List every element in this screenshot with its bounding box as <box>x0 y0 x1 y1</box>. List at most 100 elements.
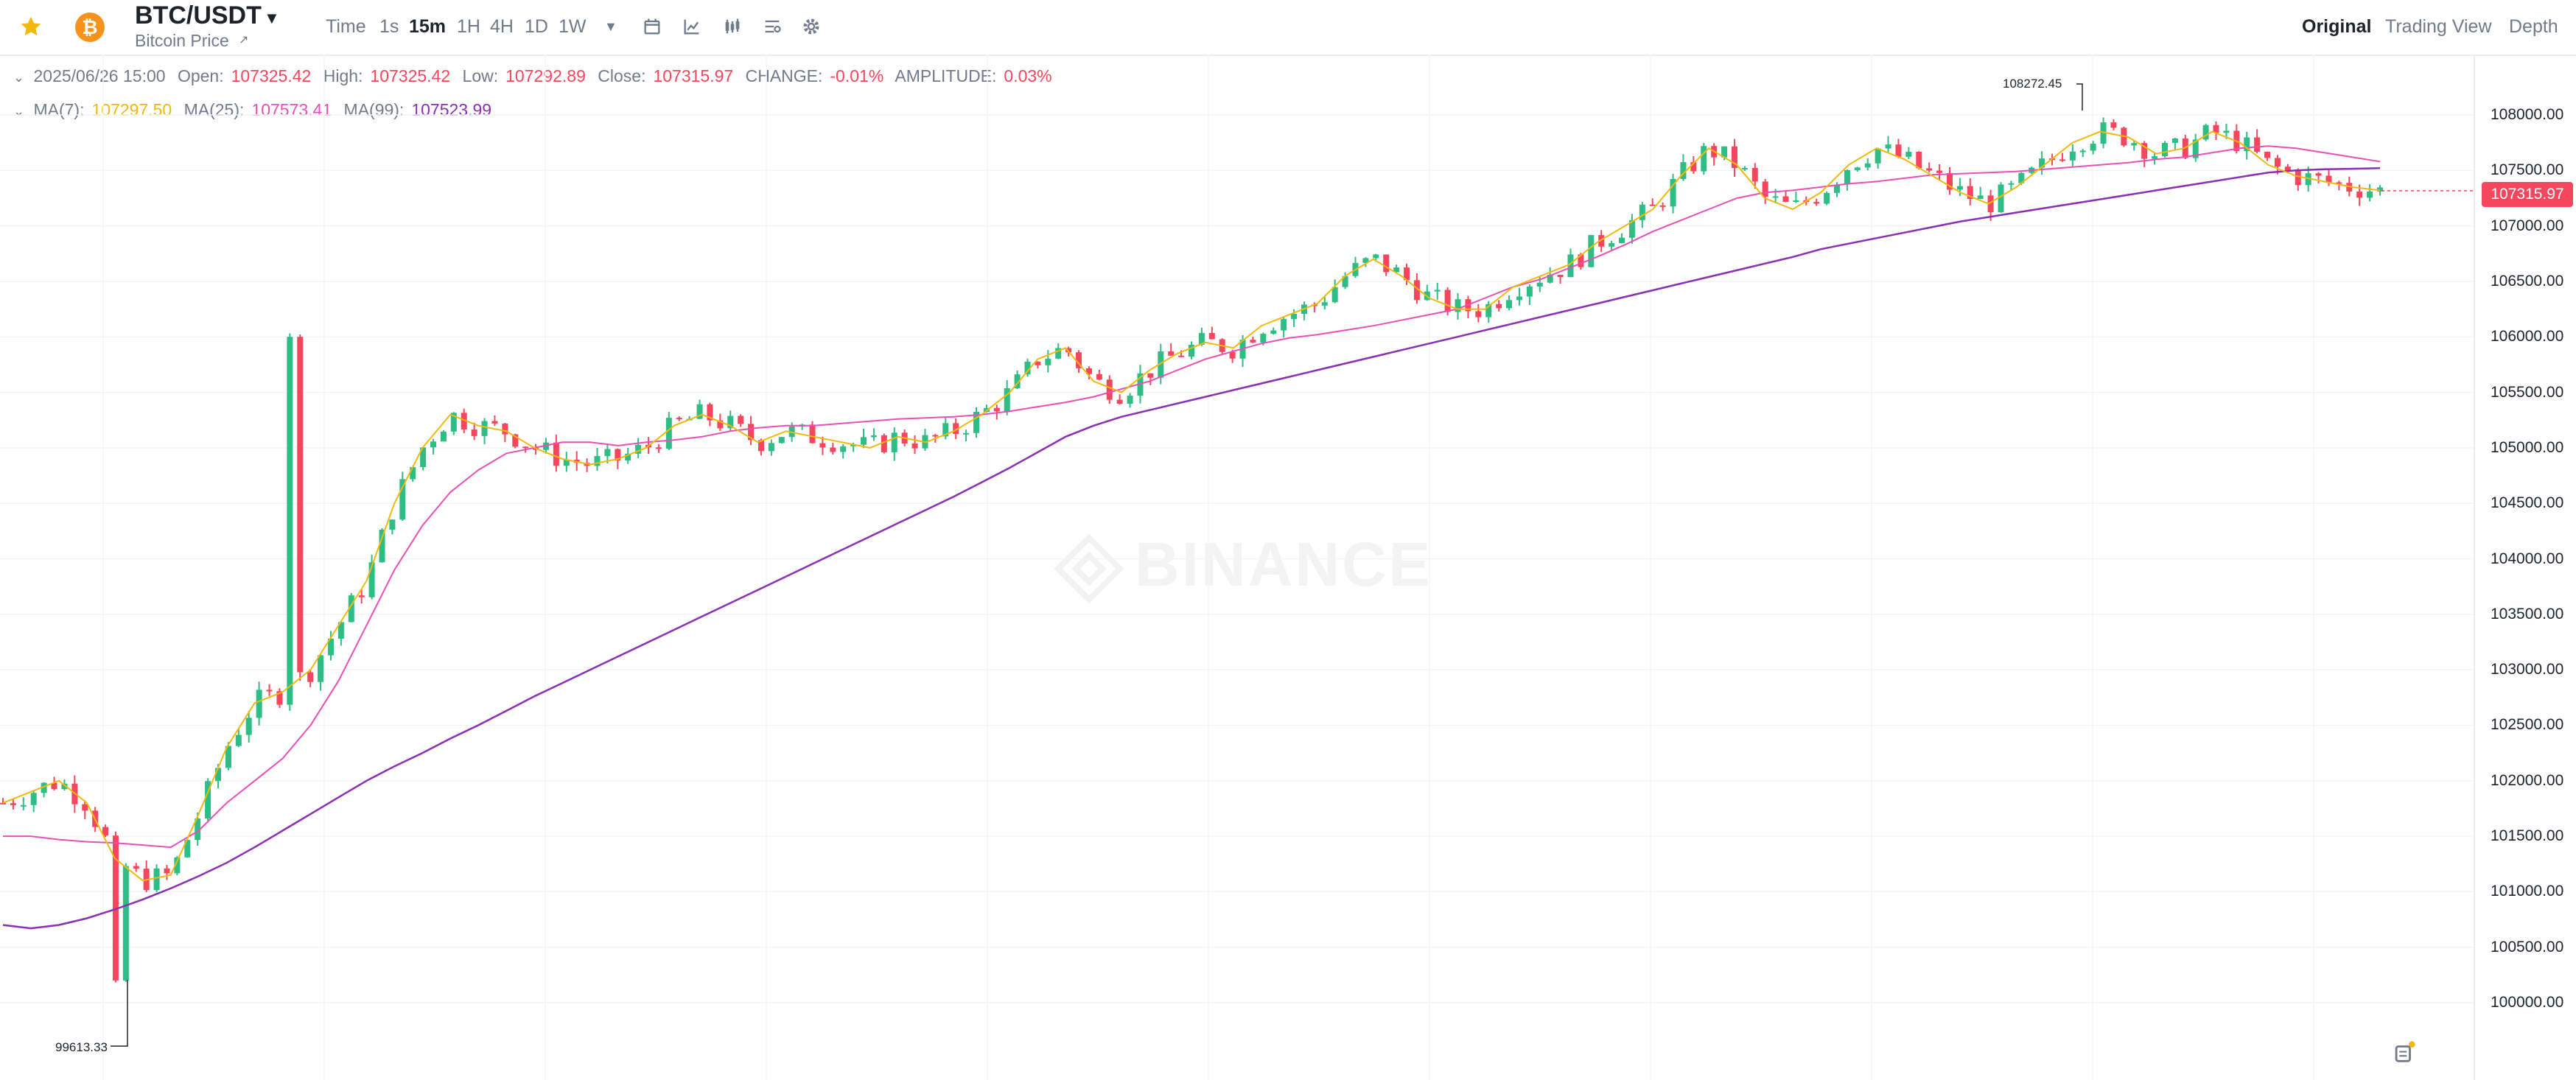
candle-up <box>30 793 37 805</box>
gear-icon[interactable] <box>801 16 822 37</box>
candle-down <box>2325 175 2332 183</box>
candle-up <box>2202 125 2209 140</box>
candle-up <box>1004 388 1010 412</box>
pair-subtitle-link[interactable]: Bitcoin Price <box>135 31 229 50</box>
favorite-star-icon[interactable] <box>19 15 43 38</box>
indicators-icon[interactable] <box>682 16 702 37</box>
price-axis-label: 107000.00 <box>2491 217 2564 234</box>
candle-up <box>2377 187 2383 192</box>
view-depth-tab[interactable]: Depth <box>2509 16 2558 37</box>
candle-up <box>1536 282 1543 287</box>
order-book-icon[interactable] <box>2391 1040 2416 1065</box>
candle-down <box>2141 143 2148 159</box>
external-link-arrow-icon[interactable]: ↗ <box>239 34 249 46</box>
candle-up <box>891 432 897 452</box>
candle-up <box>399 479 406 520</box>
candles-layer <box>0 117 2383 983</box>
candle-up <box>942 423 949 437</box>
high-marker-line <box>2076 83 2083 111</box>
candle-up <box>450 413 457 432</box>
open-label: Open: <box>177 66 224 85</box>
candle-down <box>707 404 713 421</box>
price-axis-label: 101500.00 <box>2491 827 2564 845</box>
candle-down <box>757 440 764 452</box>
candle-up <box>1281 319 1287 331</box>
candle-down <box>1444 290 1451 312</box>
candle-up <box>1885 144 1891 149</box>
price-axis-label: 102500.00 <box>2491 716 2564 734</box>
candle-up <box>205 781 211 819</box>
candle-up <box>122 866 129 981</box>
view-trading-view-tab[interactable]: Trading View <box>2385 16 2492 37</box>
candle-up <box>665 418 672 449</box>
top-toolbar: ₿ BTC/USDT ▼ Bitcoin Price ↗ Time 1s 15m… <box>0 0 2576 56</box>
candle-up <box>245 718 252 735</box>
candle-up <box>1291 313 1298 320</box>
price-axis-label: 104500.00 <box>2491 494 2564 512</box>
timeframe-4h[interactable]: 4H <box>490 16 514 37</box>
candle-down <box>1496 304 1502 309</box>
candle-up <box>235 734 242 746</box>
candle-up <box>1045 358 1051 365</box>
collapse-caret-icon[interactable]: ⌄ <box>13 70 25 85</box>
ma-info-row: ⌄ MA(7): 107297.50 MA(25): 107573.41 MA(99… <box>13 100 499 120</box>
candle-down <box>1895 144 1902 157</box>
timeframe-15m[interactable]: 15m <box>409 16 447 37</box>
candle-up <box>1998 184 2004 213</box>
candle-down <box>276 691 283 705</box>
candle-up <box>2152 156 2158 159</box>
candle-down <box>133 866 139 869</box>
candle-up <box>2161 143 2168 157</box>
candle-down <box>1106 379 1113 400</box>
candle-up <box>1977 195 1984 200</box>
candle-down <box>1987 195 1994 213</box>
low-marker-label: 99613.33 <box>55 1040 108 1054</box>
timeframe-1h[interactable]: 1H <box>457 16 480 37</box>
candle-down <box>1731 146 1737 169</box>
extreme-markers <box>111 83 2474 1047</box>
candle-up <box>1342 276 1348 287</box>
view-original-tab[interactable]: Original <box>2302 16 2372 37</box>
candle-down <box>491 421 498 424</box>
ma7-value: 107297.50 <box>91 100 172 119</box>
candle-up <box>870 435 877 438</box>
candle-down <box>738 415 744 424</box>
pair-dropdown-caret-icon[interactable]: ▼ <box>264 9 280 27</box>
timeframe-time[interactable]: Time <box>326 16 366 37</box>
candle-up <box>1547 274 1553 283</box>
candle-style-icon[interactable] <box>722 16 743 37</box>
candle-down <box>297 337 304 673</box>
candle-up <box>1588 235 1595 267</box>
candle-down <box>717 420 724 429</box>
current-price-tag: 107315.97 <box>2482 182 2573 207</box>
ma7-line <box>2 130 2381 882</box>
candle-down <box>266 690 273 692</box>
timeframe-1d[interactable]: 1D <box>525 16 548 37</box>
candle-up <box>963 432 970 435</box>
price-axis-label: 106500.00 <box>2491 272 2564 290</box>
candle-down <box>1782 196 1789 203</box>
candle-down <box>512 434 519 447</box>
candle-up <box>768 443 774 452</box>
candle-up <box>481 421 488 436</box>
timeframe-more-caret-icon[interactable]: ▼ <box>604 19 617 34</box>
candle-up <box>635 444 642 454</box>
candlestick-chart[interactable] <box>0 55 2576 1080</box>
candle-down <box>881 435 887 452</box>
candle-up <box>840 446 847 452</box>
ma25-label: MA(25): <box>183 100 245 119</box>
timeframe-1w[interactable]: 1W <box>559 16 587 37</box>
price-axis-label: 104000.00 <box>2491 550 2564 567</box>
candle-up <box>2223 130 2230 133</box>
candle-down <box>1557 274 1564 278</box>
candle-up <box>2100 122 2107 144</box>
calendar-icon[interactable] <box>642 16 662 37</box>
candle-up <box>1455 299 1461 312</box>
close-value: 107315.97 <box>653 66 734 85</box>
timeframe-1s[interactable]: 1s <box>379 16 399 37</box>
candle-down <box>1967 186 1973 200</box>
candle-down <box>819 443 826 448</box>
layout-settings-icon[interactable] <box>762 16 783 37</box>
candle-up <box>327 638 334 656</box>
pair-selector[interactable]: BTC/USDT <box>135 1 262 29</box>
